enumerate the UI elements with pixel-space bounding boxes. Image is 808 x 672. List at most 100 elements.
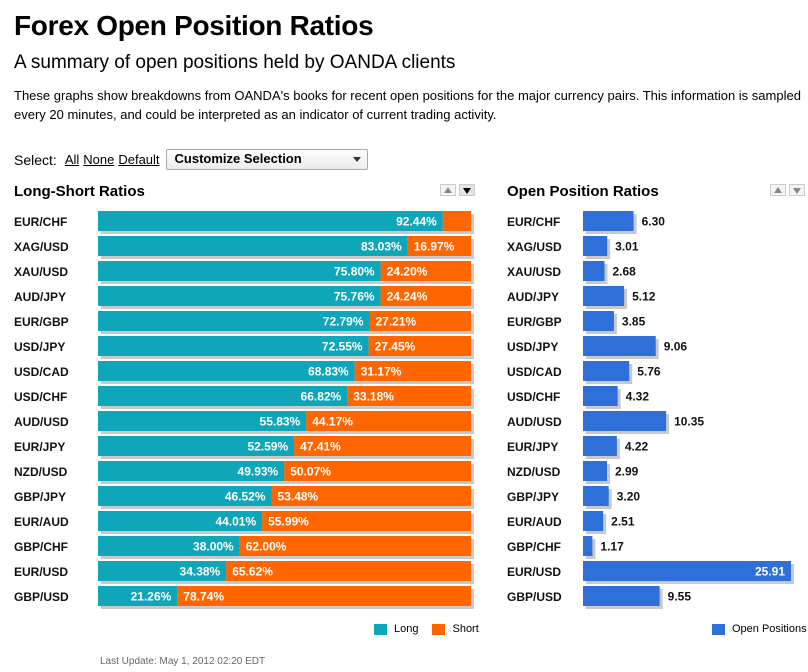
long-value-label: 34.38%	[180, 565, 221, 579]
open-position-bar	[583, 361, 630, 381]
category-label: EUR/CHF	[507, 215, 560, 229]
long-bar	[98, 336, 369, 356]
long-short-title: Long-Short Ratios	[14, 183, 145, 200]
page-subtitle: A summary of open positions held by OAND…	[14, 52, 456, 73]
category-label: EUR/AUD	[507, 515, 562, 529]
open-position-bar	[583, 261, 605, 281]
open-value-label: 6.30	[642, 215, 666, 229]
open-value-label: 3.85	[622, 315, 646, 329]
open-position-bar	[583, 211, 634, 231]
short-bar	[306, 411, 471, 431]
long-bar	[98, 236, 408, 256]
open-value-label: 5.12	[632, 290, 656, 304]
category-label: GBP/JPY	[507, 490, 559, 504]
category-label: EUR/GBP	[507, 315, 562, 329]
short-bar	[177, 586, 471, 606]
category-label: AUD/JPY	[14, 290, 66, 304]
category-label: NZD/USD	[14, 465, 68, 479]
category-label: EUR/JPY	[14, 440, 65, 454]
short-bar	[354, 361, 471, 381]
category-label: EUR/JPY	[507, 440, 558, 454]
category-label: NZD/USD	[507, 465, 561, 479]
short-bar	[380, 261, 471, 281]
long-value-label: 55.83%	[260, 415, 301, 429]
open-position-bar	[583, 386, 618, 406]
long-value-label: 38.00%	[193, 540, 234, 554]
short-value-label: 27.21%	[376, 315, 417, 329]
select-default-link[interactable]: Default	[118, 152, 160, 167]
category-label: GBP/USD	[507, 590, 562, 604]
long-value-label: 68.83%	[308, 365, 349, 379]
category-label: GBP/CHF	[507, 540, 561, 554]
long-value-label: 46.52%	[225, 490, 266, 504]
short-bar	[239, 536, 471, 556]
category-label: USD/CHF	[14, 390, 67, 404]
category-label: EUR/USD	[14, 565, 68, 579]
open-position-bar	[583, 561, 791, 581]
long-value-label: 75.80%	[334, 265, 375, 279]
short-bar	[442, 211, 471, 231]
long-bar	[98, 461, 285, 481]
open-value-label: 4.22	[625, 440, 649, 454]
short-value-label: 65.62%	[232, 565, 273, 579]
open-position-bar	[583, 436, 617, 456]
sort-down-icon	[793, 188, 801, 194]
sort-up-button[interactable]	[440, 184, 456, 196]
long-bar	[98, 536, 240, 556]
sort-down-button[interactable]	[459, 184, 475, 196]
open-position-chart: EUR/CHF 6.30 XAG/USD 3.01 XAU/USD 2.68 AUD/JPY…	[507, 211, 794, 609]
category-label: XAG/USD	[14, 240, 69, 254]
long-short-sort	[440, 184, 475, 196]
category-label: AUD/USD	[507, 415, 562, 429]
long-bar	[98, 511, 263, 531]
open-sort-up-button[interactable]	[770, 184, 786, 196]
category-label: EUR/GBP	[14, 315, 69, 329]
open-sort-down-button[interactable]	[789, 184, 805, 196]
long-bar	[98, 286, 381, 306]
long-value-label: 92.44%	[396, 215, 437, 229]
select-label: Select:	[14, 151, 57, 168]
short-value-label: 78.74%	[183, 590, 224, 604]
long-bar	[98, 411, 307, 431]
long-short-legend: Long Short	[374, 623, 479, 635]
legend-long-swatch	[374, 623, 387, 635]
short-value-label: 31.17%	[361, 365, 402, 379]
long-bar	[98, 436, 295, 456]
open-position-title: Open Position Ratios	[507, 183, 659, 200]
short-value-label: 24.24%	[387, 290, 428, 304]
open-position-bar	[583, 311, 614, 331]
open-position-bar	[583, 486, 609, 506]
customize-selection-dropdown[interactable]: Customize Selection	[165, 149, 368, 170]
short-value-label: 53.48%	[278, 490, 319, 504]
open-value-label: 25.91	[755, 565, 785, 579]
open-position-bar	[583, 536, 593, 556]
legend-long-label: Long	[394, 623, 419, 635]
open-position-legend: Open Positions	[712, 623, 807, 635]
long-value-label: 49.93%	[238, 465, 279, 479]
category-label: EUR/AUD	[14, 515, 69, 529]
select-row: Select: All None Default Customize Selec…	[14, 149, 368, 170]
category-label: GBP/CHF	[14, 540, 68, 554]
select-all-link[interactable]: All	[64, 152, 80, 167]
page-description: These graphs show breakdowns from OANDA'…	[14, 88, 801, 122]
short-value-label: 44.17%	[312, 415, 353, 429]
chevron-down-icon	[352, 157, 361, 162]
short-value-label: 27.45%	[375, 340, 416, 354]
open-value-label: 4.32	[626, 390, 650, 404]
select-none-link[interactable]: None	[83, 152, 115, 167]
category-label: XAU/USD	[14, 265, 68, 279]
category-label: USD/CHF	[507, 390, 560, 404]
open-position-bar	[583, 511, 604, 531]
short-bar	[226, 561, 471, 581]
short-bar	[368, 336, 471, 356]
page-title: Forex Open Position Ratios	[14, 10, 374, 41]
category-label: XAG/USD	[507, 240, 562, 254]
legend-short-label: Short	[452, 623, 479, 635]
legend-open-swatch	[712, 623, 725, 635]
open-value-label: 9.55	[668, 590, 692, 604]
short-bar	[262, 511, 471, 531]
long-bar	[98, 261, 381, 281]
open-value-label: 2.68	[613, 265, 637, 279]
long-value-label: 52.59%	[247, 440, 288, 454]
open-position-bar	[583, 336, 656, 356]
